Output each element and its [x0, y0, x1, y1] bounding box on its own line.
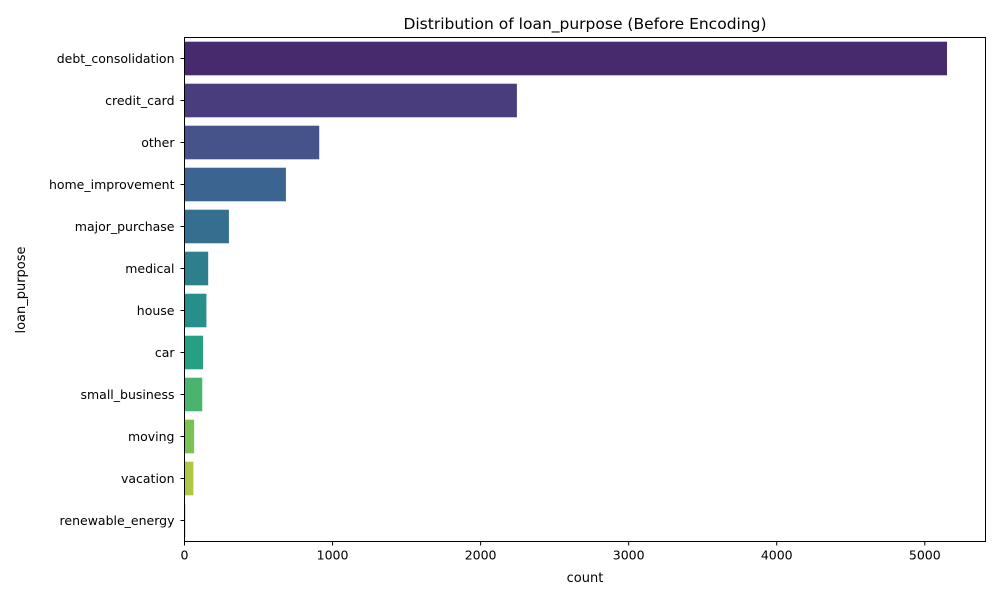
bars-group: [184, 41, 948, 538]
x-tick-label: 1000: [317, 548, 349, 563]
y-tick-label: major_purchase: [75, 219, 175, 234]
plot-frame: [184, 37, 986, 542]
x-tick-label: 0: [181, 548, 189, 563]
bar-debt-consolidation: [184, 41, 948, 76]
x-tick-label: 2000: [465, 548, 497, 563]
bar-major-purchase: [184, 209, 229, 244]
bar-home-improvement: [184, 167, 286, 202]
x-tick-label: 4000: [761, 548, 793, 563]
y-tick-label: home_improvement: [49, 177, 175, 192]
y-tick-label: debt_consolidation: [57, 51, 175, 66]
bar-moving: [184, 419, 195, 454]
bar-car: [184, 335, 204, 370]
y-tick-label: car: [155, 345, 176, 360]
bar-vacation: [184, 461, 194, 496]
y-tick-label: house: [137, 303, 175, 318]
y-tick-label: moving: [128, 429, 175, 444]
y-tick-label: small_business: [80, 387, 174, 402]
bar-credit-card: [184, 83, 517, 118]
x-ticks: 0 1000 2000 3000 4000 5000: [181, 541, 941, 563]
x-tick-label: 3000: [613, 548, 645, 563]
y-tick-label: credit_card: [105, 93, 174, 108]
y-axis-label: loan_purpose: [14, 246, 29, 333]
y-tick-label: renewable_energy: [60, 513, 176, 528]
bar-small-business: [184, 377, 203, 412]
bar-medical: [184, 251, 209, 286]
y-tick-label: medical: [125, 261, 174, 276]
x-tick-label: 5000: [909, 548, 941, 563]
bar-renewable-energy: [184, 503, 186, 538]
bar-other: [184, 125, 320, 160]
y-tick-label: other: [141, 135, 175, 150]
bar-house: [184, 293, 207, 328]
chart-title: Distribution of loan_purpose (Before Enc…: [403, 15, 766, 34]
x-axis-label: count: [567, 571, 604, 586]
y-tick-label: vacation: [121, 471, 175, 486]
